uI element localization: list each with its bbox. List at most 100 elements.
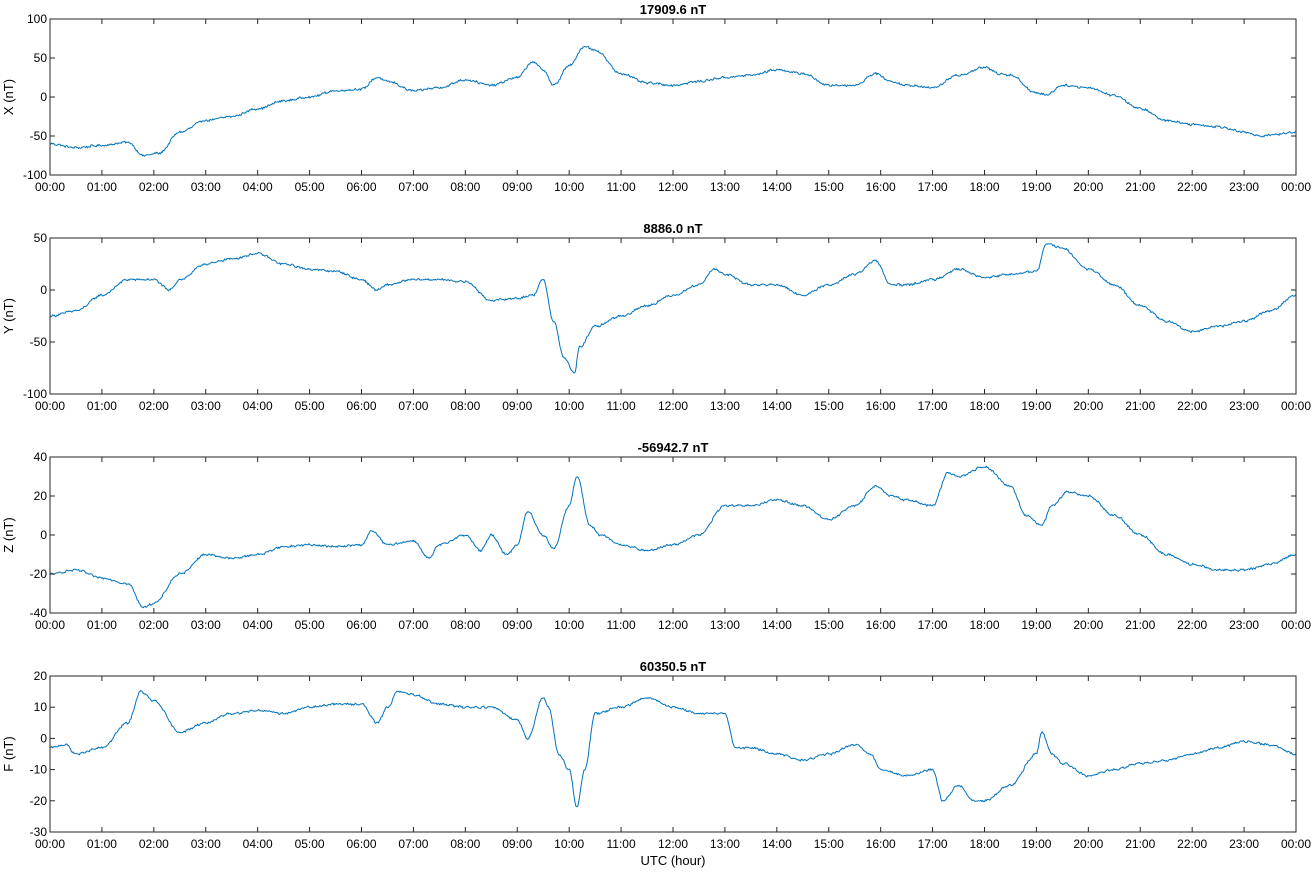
x-tick-label: 16:00 xyxy=(866,618,896,632)
x-tick-label: 11:00 xyxy=(607,180,636,194)
x-tick-label: 06:00 xyxy=(346,837,376,851)
x-tick-label: 21:00 xyxy=(1125,618,1155,632)
x-tick-label: 20:00 xyxy=(1073,618,1103,632)
x-tick-label: 02:00 xyxy=(139,618,169,632)
chart-title: 60350.5 nT xyxy=(640,659,707,674)
x-tick-label: 19:00 xyxy=(1021,399,1051,413)
x-tick-label: 04:00 xyxy=(243,618,273,632)
x-tick-label: 07:00 xyxy=(398,180,428,194)
x-tick-label: 20:00 xyxy=(1073,180,1103,194)
x-tick-label: 13:00 xyxy=(710,180,740,194)
y-tick-label: 0 xyxy=(40,731,47,745)
y-tick-label: -20 xyxy=(30,794,48,808)
x-tick-label: 08:00 xyxy=(450,180,480,194)
x-tick-label: 05:00 xyxy=(295,180,325,194)
x-tick-label: 20:00 xyxy=(1073,399,1103,413)
y-tick-label: 20 xyxy=(34,669,48,683)
plot-frame xyxy=(49,675,1297,833)
y-axis-label: Y (nT) xyxy=(1,298,16,334)
x-tick-label: 08:00 xyxy=(450,399,480,413)
y-tick-label: -20 xyxy=(30,567,48,581)
x-tick-label: 17:00 xyxy=(918,399,948,413)
x-tick-label: 17:00 xyxy=(918,618,948,632)
x-tick-label: 13:00 xyxy=(710,618,740,632)
x-tick-label: 08:00 xyxy=(450,837,480,851)
x-tick-label: 02:00 xyxy=(139,399,169,413)
x-tick-label: 00:00 xyxy=(35,180,65,194)
y-axis-label: X (nT) xyxy=(1,79,16,115)
x-tick-label: 13:00 xyxy=(710,399,740,413)
x-tick-label: 19:00 xyxy=(1021,180,1051,194)
x-tick-label: 14:00 xyxy=(762,618,792,632)
x-tick-label: 03:00 xyxy=(191,618,221,632)
y-tick-label: 50 xyxy=(34,51,48,65)
y-tick-label: -100 xyxy=(23,387,47,401)
x-tick-label: 16:00 xyxy=(866,180,896,194)
y-tick-label: 40 xyxy=(34,450,48,464)
x-tick-label: 00:00 xyxy=(35,618,65,632)
x-tick-label: 00:00 xyxy=(35,399,65,413)
x-tick-label: 11:00 xyxy=(607,837,636,851)
x-tick-label: 21:00 xyxy=(1125,837,1155,851)
data-line xyxy=(49,46,1297,157)
x-tick-label: 10:00 xyxy=(554,837,584,851)
x-tick-label: 04:00 xyxy=(243,837,273,851)
x-tick-label: 17:00 xyxy=(918,180,948,194)
panel-f: 00:00 01:00 02:00 03:00 04:00 05:00 06:00 07:00… xyxy=(1,659,1311,868)
x-tick-label: 05:00 xyxy=(295,618,325,632)
x-tick-label: 12:00 xyxy=(658,399,688,413)
x-tick-label: 22:00 xyxy=(1177,180,1207,194)
chart-title: 17909.6 nT xyxy=(640,2,707,17)
x-tick-label: 00:00 xyxy=(1281,180,1311,194)
x-tick-label: 23:00 xyxy=(1229,399,1259,413)
x-tick-label: 17:00 xyxy=(918,837,948,851)
x-tick-label: 09:00 xyxy=(502,618,532,632)
x-tick-label: 15:00 xyxy=(814,618,844,632)
x-tick-label: 08:00 xyxy=(450,618,480,632)
data-line xyxy=(49,243,1297,374)
x-tick-label: 01:00 xyxy=(87,180,117,194)
y-tick-label: -100 xyxy=(23,168,47,182)
x-tick-label: 02:00 xyxy=(139,180,169,194)
x-tick-label: 22:00 xyxy=(1177,837,1207,851)
y-tick-label: 0 xyxy=(40,283,47,297)
x-tick-label: 11:00 xyxy=(607,618,636,632)
x-tick-label: 20:00 xyxy=(1073,837,1103,851)
x-tick-label: 12:00 xyxy=(658,618,688,632)
x-tick-label: 22:00 xyxy=(1177,399,1207,413)
y-tick-label: 100 xyxy=(27,12,47,26)
y-tick-label: -40 xyxy=(30,606,48,620)
x-tick-label: 18:00 xyxy=(969,399,999,413)
x-tick-label: 21:00 xyxy=(1125,399,1155,413)
plot-frame xyxy=(49,237,1297,395)
x-tick-label: 05:00 xyxy=(295,837,325,851)
x-tick-label: 06:00 xyxy=(346,399,376,413)
x-tick-label: 07:00 xyxy=(398,618,428,632)
x-tick-label: 15:00 xyxy=(814,837,844,851)
x-tick-label: 06:00 xyxy=(346,618,376,632)
y-tick-label: 0 xyxy=(40,528,47,542)
x-tick-label: 00:00 xyxy=(35,837,65,851)
x-tick-label: 18:00 xyxy=(969,837,999,851)
x-tick-label: 16:00 xyxy=(866,837,896,851)
x-tick-label: 07:00 xyxy=(398,399,428,413)
x-tick-label: 10:00 xyxy=(554,399,584,413)
x-tick-label: 10:00 xyxy=(554,180,584,194)
chart-title: 8886.0 nT xyxy=(643,221,702,236)
y-tick-label: -10 xyxy=(30,763,48,777)
x-tick-label: 04:00 xyxy=(243,180,273,194)
x-tick-label: 23:00 xyxy=(1229,180,1259,194)
plot-frame xyxy=(49,18,1297,176)
chart-title: -56942.7 nT xyxy=(638,440,709,455)
data-line xyxy=(49,465,1297,609)
panel-z: 00:00 01:00 02:00 03:00 04:00 05:00 06:00 07:00… xyxy=(1,440,1311,632)
x-tick-label: 00:00 xyxy=(1281,399,1311,413)
x-tick-label: 15:00 xyxy=(814,180,844,194)
plot-frame xyxy=(49,456,1297,614)
x-tick-label: 04:00 xyxy=(243,399,273,413)
x-tick-label: 21:00 xyxy=(1125,180,1155,194)
x-tick-label: 11:00 xyxy=(607,399,636,413)
x-tick-label: 07:00 xyxy=(398,837,428,851)
